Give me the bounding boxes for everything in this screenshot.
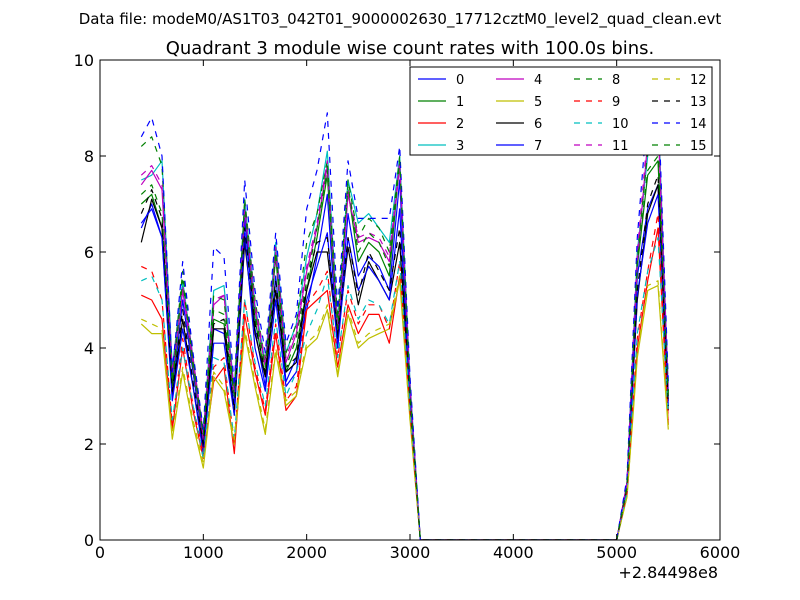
- x-axis: 0 1000 2000 3000 4000 5000 6000: [95, 60, 740, 562]
- x-offset-label: +2.84498e8: [618, 563, 718, 582]
- series-line-6: [140, 184, 669, 540]
- y-tick-label: 10: [74, 51, 94, 70]
- x-tick-label: 6000: [700, 543, 741, 562]
- y-tick-label: 6: [84, 243, 94, 262]
- legend-label-14: 14: [690, 117, 707, 132]
- y-tick-label: 8: [84, 147, 94, 166]
- series-line-14: [140, 92, 669, 540]
- series-group: [140, 92, 669, 540]
- x-tick-label: 4000: [493, 543, 534, 562]
- legend-label-10: 10: [612, 117, 629, 132]
- y-tick-label: 0: [84, 531, 94, 550]
- legend-box: [409, 66, 713, 156]
- x-tick-label: 3000: [390, 543, 431, 562]
- series-line-10: [141, 237, 669, 540]
- legend-label-6: 6: [534, 117, 542, 132]
- legend-label-11: 11: [612, 139, 629, 154]
- legend-label-3: 3: [456, 139, 464, 154]
- legend-label-9: 9: [612, 95, 620, 110]
- legend-label-5: 5: [534, 95, 542, 110]
- legend-label-7: 7: [534, 139, 542, 154]
- suptitle: Data file: modeM0/AS1T03_042T01_90000026…: [79, 10, 722, 29]
- legend-label-13: 13: [690, 95, 707, 110]
- plot-area: [99, 59, 721, 541]
- series-line-13: [140, 174, 669, 540]
- x-tick-label: 0: [95, 543, 105, 562]
- series-line-7: [140, 193, 669, 540]
- series-line-4: [140, 121, 669, 540]
- x-tick-label: 2000: [286, 543, 327, 562]
- series-line-5: [140, 280, 669, 540]
- legend-label-0: 0: [456, 73, 464, 88]
- x-tick-label: 5000: [596, 543, 637, 562]
- series-line-12: [141, 275, 669, 540]
- legend-label-1: 1: [456, 95, 464, 110]
- y-tick-label: 2: [84, 435, 94, 454]
- x-tick-label: 1000: [183, 543, 224, 562]
- legend-label-2: 2: [456, 117, 464, 132]
- series-line-0: [140, 179, 669, 540]
- legend-label-8: 8: [612, 73, 620, 88]
- legend-label-12: 12: [690, 73, 707, 88]
- legend-label-15: 15: [690, 139, 707, 154]
- chart-title: Quadrant 3 module wise count rates with …: [166, 38, 655, 59]
- legend-label-4: 4: [534, 73, 542, 88]
- y-tick-label: 4: [84, 339, 94, 358]
